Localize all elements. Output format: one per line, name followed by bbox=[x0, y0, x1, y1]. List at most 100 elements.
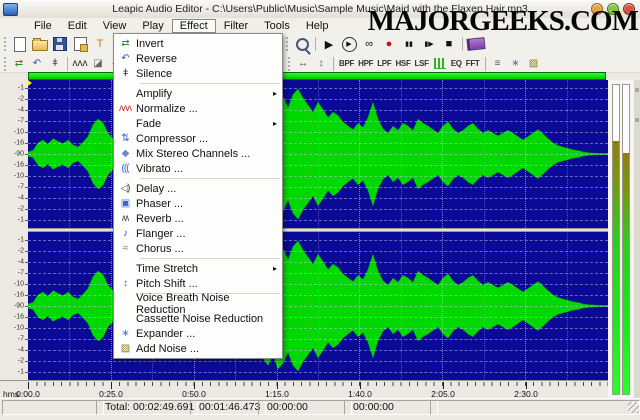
menu-help[interactable]: Help bbox=[305, 19, 329, 32]
effect-menu-item-reverse[interactable]: ↶ Reverse bbox=[114, 51, 282, 66]
close-button[interactable] bbox=[623, 3, 635, 15]
band-pass-filter[interactable]: BPF bbox=[339, 59, 355, 68]
pause-button[interactable]: ▮▮ bbox=[399, 35, 419, 53]
db-tick bbox=[25, 350, 28, 351]
new-file-button[interactable] bbox=[10, 35, 30, 53]
db-tick bbox=[25, 251, 28, 252]
toolbar-grip[interactable] bbox=[4, 37, 6, 51]
time-stretch-button[interactable]: ↔ bbox=[294, 56, 312, 71]
normalize-button[interactable]: ʌʌʌ bbox=[71, 56, 89, 71]
menu-filter[interactable]: Filter bbox=[223, 19, 249, 32]
effect-menu-item-compressor[interactable]: ⇅ Compressor ... bbox=[114, 131, 282, 146]
minimize-button[interactable] bbox=[591, 3, 603, 15]
file-properties-button[interactable] bbox=[70, 35, 90, 53]
equalizer[interactable]: EQ bbox=[450, 59, 462, 68]
silence-button[interactable]: ǂ bbox=[46, 56, 64, 71]
db-label: -16 bbox=[13, 291, 24, 299]
effect-menu-item-reverb[interactable]: ʍ Reverb ... bbox=[114, 211, 282, 226]
equalizer-bars-button[interactable] bbox=[431, 56, 449, 71]
effect-menu-item-silence[interactable]: ǂ Silence bbox=[114, 66, 282, 81]
save-file-button[interactable] bbox=[50, 35, 70, 53]
add-noise-tool-button[interactable]: ▨ bbox=[525, 56, 543, 71]
menu-item-label: Normalize ... bbox=[136, 102, 198, 115]
tools-hammer-button[interactable]: Τ bbox=[90, 35, 110, 53]
effect-menu-item-delay[interactable]: ◁) Delay ... bbox=[114, 181, 282, 196]
effect-menu-item-vibrato[interactable]: (((Vibrato ... bbox=[114, 161, 282, 176]
menu-item-label: Add Noise ... bbox=[136, 342, 199, 355]
play-all-button[interactable]: ▶ bbox=[339, 35, 359, 53]
status-panel-sel-end: 00:00:00 bbox=[344, 400, 438, 415]
open-file-button[interactable] bbox=[30, 35, 50, 53]
db-label: -2 bbox=[17, 247, 24, 255]
fft-filter[interactable]: FFT bbox=[465, 59, 480, 68]
effect-menu-item-normalize[interactable]: ʌʌʌ Normalize ... bbox=[114, 101, 282, 116]
reverse-button[interactable]: ↶ bbox=[28, 56, 46, 71]
db-label: -2 bbox=[17, 205, 24, 213]
menu-item-label: Delay ... bbox=[136, 182, 177, 195]
stop-button[interactable]: ■ bbox=[439, 35, 459, 53]
effect-menu-item-mix-stereo-channels[interactable]: ◆ Mix Stereo Channels ... bbox=[114, 146, 282, 161]
help-icon bbox=[466, 37, 486, 51]
effect-menu-item-compressor-icon: ⇅ bbox=[121, 133, 129, 144]
h-gridline bbox=[28, 121, 608, 122]
effect-menu-item-chorus[interactable]: ≈ Chorus ... bbox=[114, 241, 282, 256]
menu-item-label: Invert bbox=[136, 37, 164, 50]
menu-separator bbox=[140, 293, 280, 294]
toolbar-grip[interactable] bbox=[4, 56, 6, 71]
effect-menu-item-phaser[interactable]: ▣ Phaser ... bbox=[114, 196, 282, 211]
maximize-button[interactable] bbox=[607, 3, 619, 15]
toolbar-grip[interactable] bbox=[286, 37, 288, 51]
effect-menu-item-amplify[interactable]: Amplify ▸ bbox=[114, 86, 282, 101]
title-bar[interactable]: Leapic Audio Editor - C:\Users\Public\Mu… bbox=[0, 0, 640, 19]
step-forward-button[interactable]: ▮▶ bbox=[419, 35, 439, 53]
ruler-label: 1:40.0 bbox=[348, 389, 372, 399]
submenu-arrow-icon: ▸ bbox=[272, 119, 277, 128]
effect-menu-item-invert[interactable]: ⇄ Invert bbox=[114, 36, 282, 51]
overview-position-bar[interactable] bbox=[28, 72, 606, 80]
menu-view[interactable]: View bbox=[102, 19, 127, 32]
h-gridline bbox=[28, 99, 608, 100]
toolbar-separator bbox=[462, 37, 463, 51]
resize-grip[interactable] bbox=[628, 402, 639, 413]
effect-menu-item-pitch-shift[interactable]: ↕ Pitch Shift ... bbox=[114, 276, 282, 291]
effect-menu-item-voice-breath-noise-reduction[interactable]: Voice Breath Noise Reduction bbox=[114, 292, 282, 316]
effect-menu-item-expander-icon: ∗ bbox=[121, 328, 129, 339]
low-pass-filter[interactable]: LPF bbox=[377, 59, 392, 68]
zoom-out-button[interactable] bbox=[292, 35, 312, 53]
loop-button[interactable]: ∞ bbox=[359, 35, 379, 53]
toolbar-grip[interactable] bbox=[288, 56, 290, 71]
play-cursor-marker bbox=[28, 80, 32, 86]
h-gridline bbox=[28, 317, 608, 318]
effect-menu-item-time-stretch[interactable]: Time Stretch ▸ bbox=[114, 261, 282, 276]
menu-edit[interactable]: Edit bbox=[67, 19, 87, 32]
expander-tool-button[interactable]: ∗ bbox=[507, 56, 525, 71]
menu-tools[interactable]: Tools bbox=[264, 19, 290, 32]
fade-button[interactable]: ◪ bbox=[89, 56, 107, 71]
invert-button[interactable]: ⇄ bbox=[10, 56, 28, 71]
high-shelf-filter[interactable]: HSF bbox=[395, 59, 411, 68]
db-tick bbox=[25, 187, 28, 188]
right-scroll-strip[interactable] bbox=[634, 80, 640, 398]
effect-menu-item-fade[interactable]: Fade ▸ bbox=[114, 116, 282, 131]
effect-menu-item-flanger[interactable]: ♪ Flanger ... bbox=[114, 226, 282, 241]
menu-item-label: Pitch Shift ... bbox=[136, 277, 198, 290]
help-button[interactable] bbox=[466, 35, 486, 53]
h-gridline bbox=[28, 372, 608, 373]
menu-play[interactable]: Play bbox=[142, 19, 164, 32]
effect-menu-item-add-noise[interactable]: ▨ Add Noise ... bbox=[114, 341, 282, 356]
window-controls bbox=[591, 3, 635, 15]
pitch-shift-button[interactable]: ↕ bbox=[312, 56, 330, 71]
menu-item-label: Compressor ... bbox=[136, 132, 209, 145]
low-shelf-filter[interactable]: LSF bbox=[414, 59, 430, 68]
time-ruler[interactable]: hms 0:00.0 0:25.0 0:50.0 1:15.0 1:40.0 2:05.0… bbox=[0, 380, 608, 399]
effect-menu-item-expander[interactable]: ∗ Expander ... bbox=[114, 326, 282, 341]
record-button[interactable]: ● bbox=[379, 35, 399, 53]
effect-menu-item-cassette-noise-reduction[interactable]: Cassette Noise Reduction bbox=[114, 311, 282, 326]
play-button[interactable]: ▶ bbox=[319, 35, 339, 53]
menu-file[interactable]: File bbox=[34, 19, 52, 32]
menu-effect[interactable]: Effect bbox=[171, 18, 216, 33]
status-panel-sel-start: 00:00:00 bbox=[258, 400, 352, 415]
noise-reduction-1-button[interactable]: ≡ bbox=[489, 56, 507, 71]
high-pass-filter[interactable]: HPF bbox=[358, 59, 374, 68]
